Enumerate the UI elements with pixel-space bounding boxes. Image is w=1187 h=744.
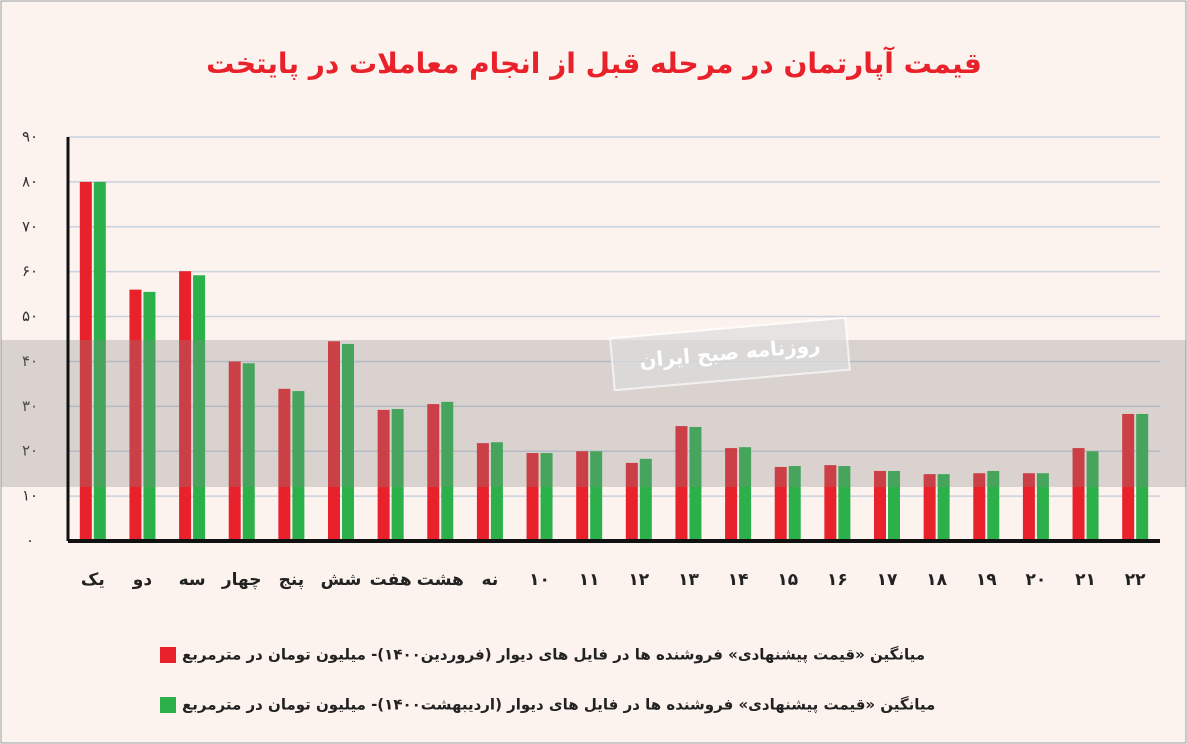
bar — [1122, 413, 1135, 541]
bar — [526, 453, 539, 541]
x-tick-label: ۱۸ — [926, 570, 947, 590]
x-tick-label: هفت — [370, 570, 412, 590]
bar — [888, 470, 900, 541]
bar — [788, 466, 801, 541]
bar — [639, 458, 652, 541]
bar — [129, 289, 142, 541]
bar — [675, 426, 688, 541]
x-tick-label: ۱۰ — [529, 570, 550, 590]
y-tick-label: ۹۰ — [22, 128, 38, 146]
bar — [490, 442, 503, 541]
y-tick-label: ۰ — [26, 532, 34, 550]
x-tick-label: نه — [482, 570, 499, 590]
x-tick-label: ۱۱ — [579, 570, 600, 590]
x-tick-label: دو — [132, 570, 153, 590]
x-tick-label: ۲۰ — [1026, 570, 1047, 590]
bar — [739, 447, 752, 541]
y-tick-label: ۴۰ — [22, 352, 38, 370]
legend-label: میانگین «قیمت پیشنهادی» فروشنده ها در فا… — [182, 696, 935, 715]
x-tick-label: یک — [81, 570, 105, 590]
x-tick-label: هشت — [417, 570, 464, 590]
legend-swatch — [160, 647, 176, 663]
bar — [1036, 473, 1049, 541]
bar — [973, 473, 986, 541]
y-tick-label: ۵۰ — [22, 307, 38, 325]
x-tick-label: ۲۲ — [1125, 570, 1146, 590]
bar — [93, 181, 106, 541]
bar — [377, 409, 390, 541]
bar — [590, 451, 603, 541]
x-tick-label: ۱۶ — [827, 570, 848, 590]
bar — [391, 409, 404, 541]
x-tick-label: ۱۵ — [777, 570, 798, 590]
legend-label: میانگین «قیمت پیشنهادی» فروشنده ها در فا… — [182, 646, 925, 665]
x-tick-label: ۱۴ — [728, 570, 749, 590]
legend-swatch — [160, 697, 176, 713]
bar — [540, 453, 553, 541]
bar — [923, 474, 936, 541]
bar — [242, 363, 255, 541]
x-tick-label: ۱۹ — [976, 570, 997, 590]
bar — [987, 470, 1000, 541]
watermark-box — [609, 316, 851, 392]
bar — [689, 426, 702, 541]
bar — [774, 466, 787, 541]
x-tick-label: شش — [321, 570, 362, 590]
bar — [725, 448, 738, 541]
watermark-band — [1, 340, 1186, 487]
bar — [179, 271, 192, 541]
bar — [1136, 413, 1149, 541]
bar — [328, 341, 340, 541]
bar — [143, 291, 156, 541]
bar — [824, 465, 837, 541]
y-tick-label: ۸۰ — [22, 172, 38, 190]
x-tick-label: ۱۳ — [678, 570, 699, 590]
x-tick-label: سه — [179, 570, 206, 590]
bar — [838, 466, 851, 541]
bar — [1022, 473, 1035, 541]
bar — [79, 181, 92, 541]
y-tick-label: ۷۰ — [22, 217, 38, 235]
bar — [228, 361, 241, 541]
bar — [342, 343, 354, 541]
bar — [625, 462, 638, 541]
y-tick-label: ۱۰ — [22, 487, 38, 505]
x-tick-label: ۱۷ — [877, 570, 898, 590]
bar — [874, 470, 886, 541]
x-tick-label: پنج — [279, 570, 305, 590]
bar — [937, 474, 950, 541]
y-tick-label: ۶۰ — [22, 262, 38, 280]
bar — [1072, 448, 1085, 541]
bar — [441, 401, 454, 541]
x-tick-label: ۲۱ — [1075, 570, 1096, 590]
bar — [576, 451, 589, 541]
chart-title: قیمت آپارتمان در مرحله قبل از انجام معام… — [206, 46, 982, 80]
x-tick-label: چهار — [221, 570, 262, 590]
y-tick-label: ۲۰ — [22, 442, 38, 460]
bar — [292, 391, 305, 541]
y-tick-label: ۳۰ — [22, 397, 38, 415]
bar — [476, 443, 489, 541]
bar — [193, 275, 206, 541]
bar — [1086, 451, 1099, 541]
x-tick-label: ۱۲ — [628, 570, 649, 590]
bar — [278, 388, 291, 541]
bar — [427, 404, 440, 541]
